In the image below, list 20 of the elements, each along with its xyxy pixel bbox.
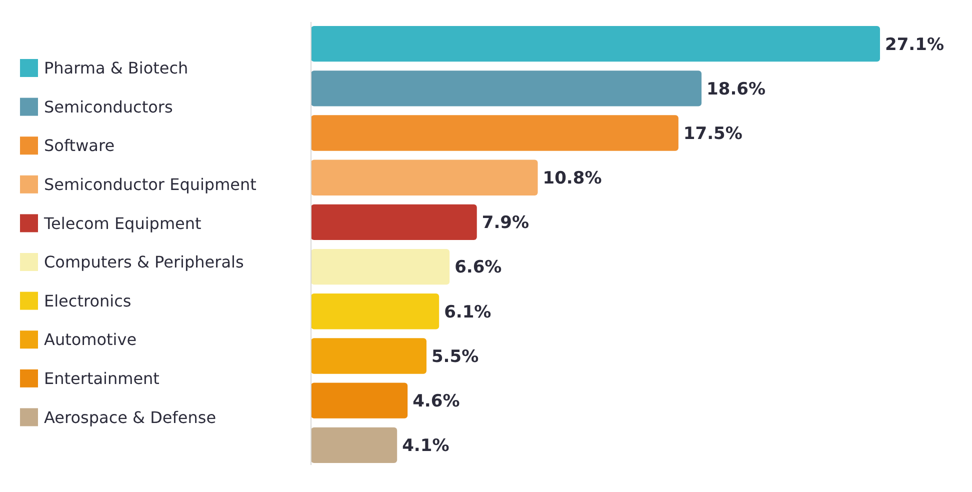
legend-label: Computers & Peripherals — [44, 252, 244, 272]
data-label: 4.1% — [402, 436, 450, 456]
legend-label: Automotive — [44, 330, 137, 350]
legend-label: Pharma & Biotech — [44, 58, 188, 78]
data-label: 17.5% — [683, 124, 742, 144]
data-label: 27.1% — [885, 34, 944, 55]
legend-label: Electronics — [44, 291, 132, 310]
data-label: 7.9% — [482, 213, 530, 234]
data-label: 18.6% — [706, 79, 766, 100]
data-label: 6.6% — [454, 258, 502, 278]
data-label: 10.8% — [542, 168, 602, 189]
legend-label: Telecom Equipment — [43, 214, 202, 233]
legend-label: Semiconductor Equipment — [44, 175, 256, 194]
legend-label: Entertainment — [44, 369, 160, 388]
data-label: 6.1% — [444, 302, 492, 322]
data-label: 5.5% — [431, 346, 479, 367]
data-label: 4.6% — [412, 392, 460, 412]
legend-label: Aerospace & Defense — [44, 408, 216, 427]
legend-label: Software — [44, 136, 115, 156]
legend-label: Semiconductors — [44, 97, 173, 116]
